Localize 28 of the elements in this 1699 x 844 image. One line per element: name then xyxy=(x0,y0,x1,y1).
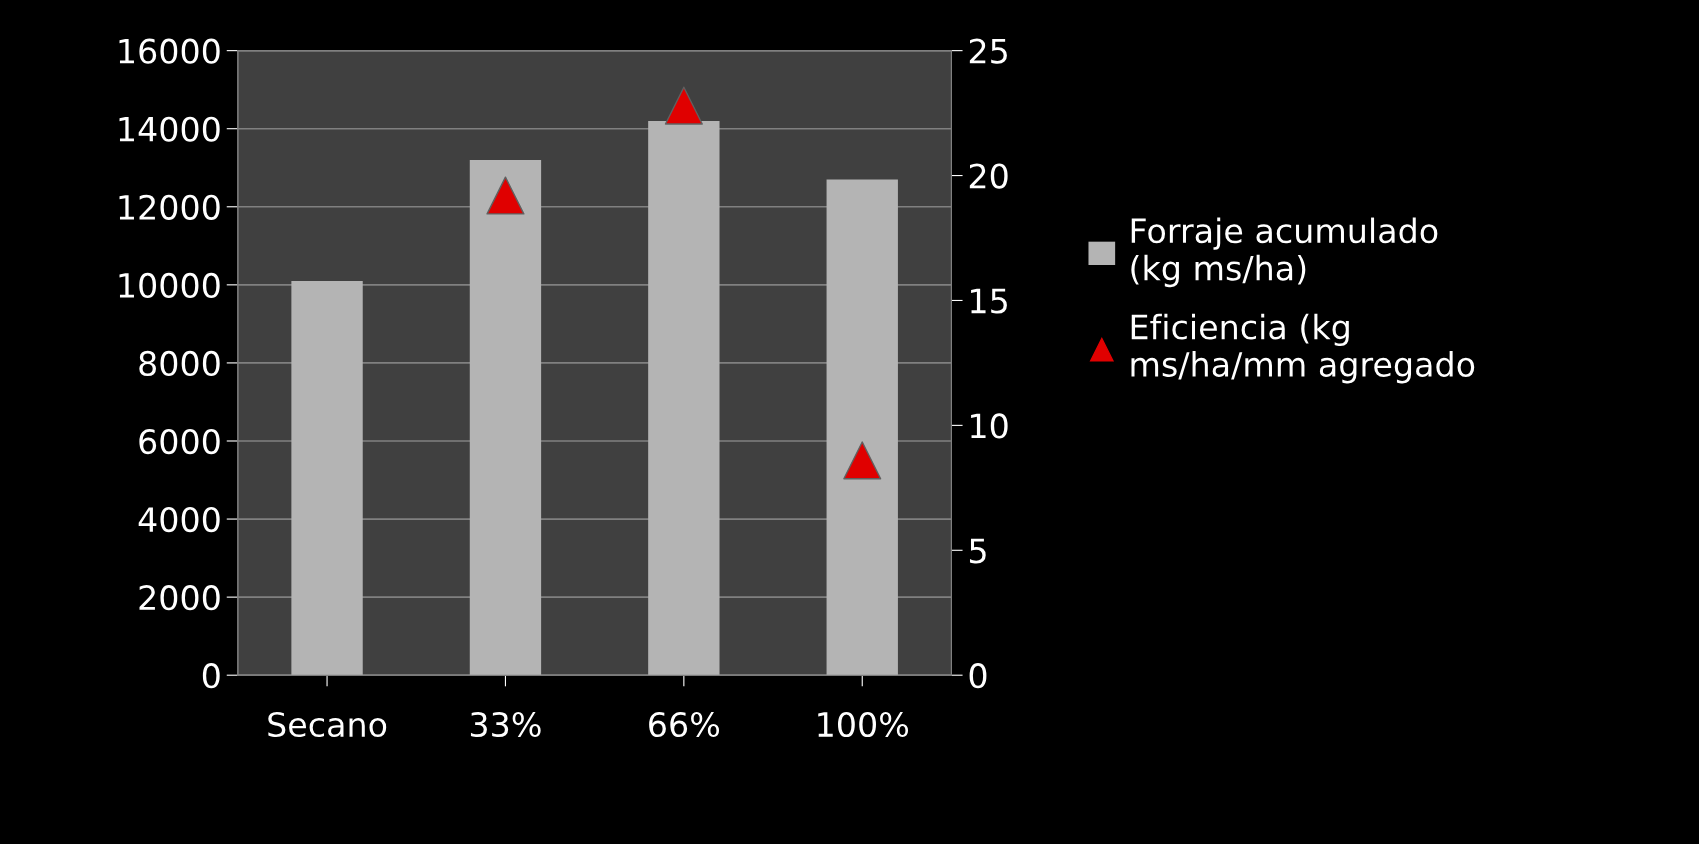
point xyxy=(664,86,703,125)
y2-tick-label: 5 xyxy=(969,538,986,564)
y2-tick-label: 15 xyxy=(971,288,1007,314)
y-tick-label: 10000 xyxy=(119,272,220,298)
legend-label: Forraje acumulado (kg ms/ha) xyxy=(1131,217,1438,288)
y-tick-label: 6000 xyxy=(139,428,220,455)
y-tick-label: 8000 xyxy=(139,350,220,377)
x-tick-label: Secano xyxy=(268,711,387,738)
bar xyxy=(826,179,898,676)
point xyxy=(486,176,525,215)
y-tick-label: 0 xyxy=(202,663,220,689)
x-tick-label: 66% xyxy=(649,711,720,738)
y2-tick-label: 10 xyxy=(971,413,1008,439)
y-tick-label: 12000 xyxy=(119,194,220,220)
y2-tick-label: 20 xyxy=(969,163,1008,189)
y-tick-label: 2000 xyxy=(139,585,220,611)
x-tick-label: 33% xyxy=(470,711,541,738)
y-tick-label: 14000 xyxy=(119,116,220,142)
y-tick-label: 4000 xyxy=(138,506,220,533)
x-tick-label: 100% xyxy=(818,711,909,738)
y-tick-label: 16000 xyxy=(119,38,220,64)
point xyxy=(843,441,882,480)
y2-tick-label: 25 xyxy=(969,38,1007,64)
bar xyxy=(648,120,720,676)
bar xyxy=(291,280,363,676)
bar xyxy=(469,159,542,676)
legend-label: Eficiencia (kg ms/ha/mm agregado xyxy=(1131,313,1475,384)
y2-tick-label: 0 xyxy=(969,663,987,689)
